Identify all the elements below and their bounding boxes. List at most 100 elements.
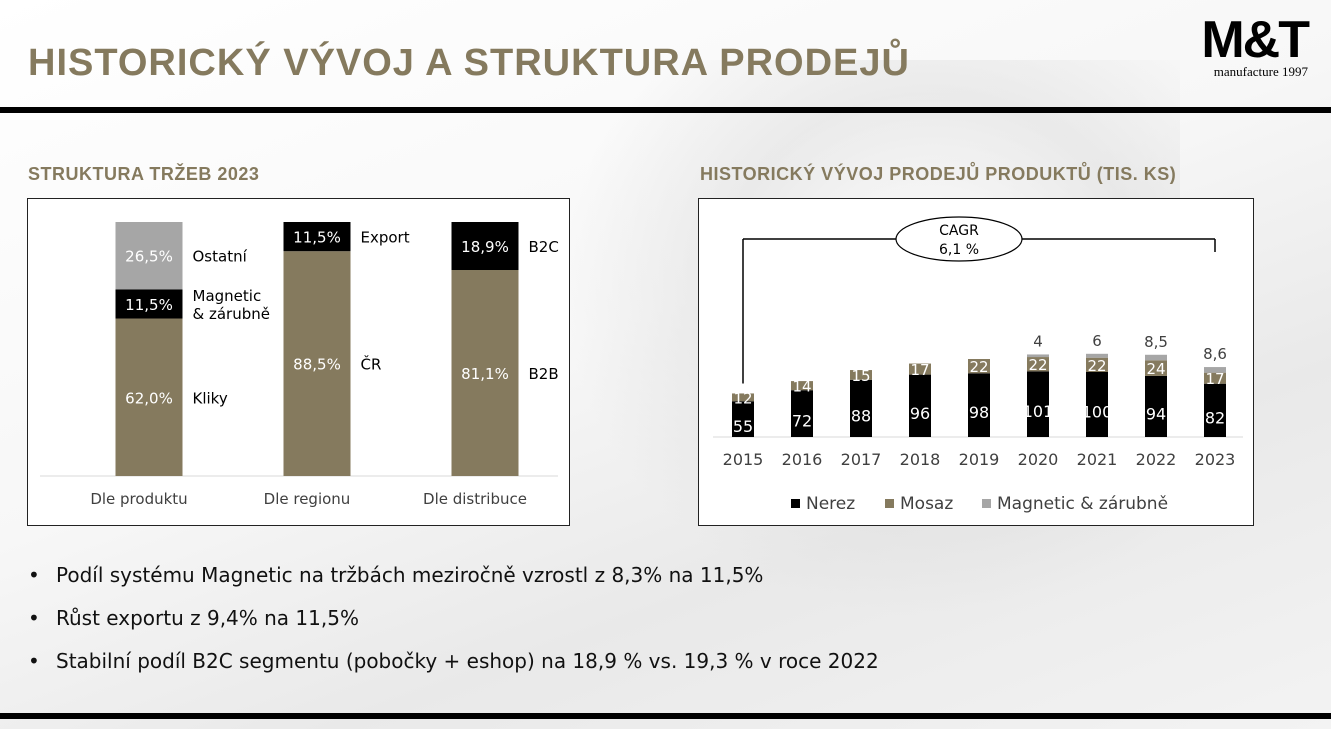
category-label: 2017 (841, 450, 882, 469)
data-label: 22 (969, 358, 988, 376)
category-label: 2020 (1018, 450, 1059, 469)
data-label: 81,1% (461, 365, 509, 383)
category-label: 2016 (782, 450, 823, 469)
logo-tagline: manufacture 1997 (1213, 64, 1308, 79)
legend-swatch (982, 499, 991, 508)
data-label: 82 (1205, 408, 1225, 427)
segment-label: ČR (361, 355, 382, 374)
bar-segment (1204, 367, 1226, 373)
data-label: 11,5% (293, 229, 341, 247)
data-label: 14 (792, 378, 811, 396)
data-label: 72 (792, 412, 812, 431)
legend-swatch (885, 499, 894, 508)
key-point: • Stabilní podíl B2C segmentu (pobočky + … (28, 646, 879, 689)
data-label: 22 (1028, 356, 1047, 374)
segment-label: Export (361, 229, 410, 247)
category-label: 2015 (723, 450, 764, 469)
bar-segment (1027, 371, 1049, 437)
data-label: 18,9% (461, 238, 509, 256)
bullet-icon: • (28, 606, 40, 630)
category-label: 2022 (1136, 450, 1177, 469)
data-label: 98 (969, 403, 989, 422)
data-label: 22 (1087, 357, 1106, 375)
bar-segment (909, 374, 931, 437)
data-label: 24 (1146, 360, 1165, 378)
page-title: HISTORICKÝ VÝVOJ A STRUKTURA PRODEJŮ (28, 42, 910, 84)
sales-history-chart: 55 12 2015 72 14 2016 88 15 2017 96 17 2018 98 22 2019… (713, 216, 1243, 514)
key-point: • Podíl systému Magnetic na tržbách mezir… (28, 560, 879, 603)
revenue-structure-panel: 62,0% Kliky 11,5% Magnetic & zárubně 26,5% Ost… (27, 198, 570, 526)
legend-label: Magnetic & zárubně (997, 494, 1168, 514)
bar-segment (283, 251, 351, 476)
bar-segment (115, 318, 183, 476)
data-label: 94 (1146, 404, 1166, 423)
bar-segment (1145, 360, 1167, 376)
data-label: 11,5% (125, 296, 173, 314)
logo-mark: M&T (1201, 11, 1310, 69)
data-label: 88 (851, 406, 871, 425)
bar-segment (909, 363, 931, 375)
bar-segment (451, 270, 519, 476)
revenue-structure-chart: 62,0% Kliky 11,5% Magnetic& zárubně 26,5% Ost… (40, 222, 559, 508)
key-point-text: Podíl systému Magnetic na tržbách meziro… (56, 563, 764, 587)
bar-segment (732, 401, 754, 437)
segment-label: Magnetic (193, 287, 262, 305)
data-label: 8,5 (1144, 333, 1168, 351)
key-points-list: • Podíl systému Magnetic na tržbách mezir… (28, 560, 879, 689)
bottom-divider (0, 713, 1331, 719)
data-label: 17 (910, 361, 929, 379)
data-label: 17 (1205, 370, 1224, 388)
legend-label: Nerez (806, 494, 855, 514)
segment-label: Ostatní (193, 248, 248, 266)
data-label: 96 (910, 404, 930, 423)
category-label: Dle regionu (264, 490, 351, 508)
key-point: • Růst exportu z 9,4% na 11,5% (28, 603, 879, 646)
bar-segment (1145, 375, 1167, 437)
bar-segment (1086, 353, 1108, 358)
bar-segment (451, 222, 519, 271)
category-label: 2023 (1195, 450, 1236, 469)
right-section-title: HISTORICKÝ VÝVOJ PRODEJŮ PRODUKTŮ (TIS. … (700, 164, 1177, 184)
bar-segment (968, 359, 990, 374)
data-label: 26,5% (125, 248, 173, 266)
category-label: Dle distribuce (423, 490, 527, 508)
segment-label: B2B (529, 365, 559, 383)
data-label: 62,0% (125, 389, 173, 407)
data-label: 6 (1092, 332, 1102, 350)
bar-segment (1145, 354, 1167, 361)
bar-segment (115, 222, 183, 290)
data-label: 12 (733, 389, 752, 407)
data-label: 101 (1023, 402, 1054, 421)
sales-history-panel: 55 12 2015 72 14 2016 88 15 2017 96 17 2018 98 22 2019… (698, 198, 1254, 526)
segment-label: Kliky (193, 389, 228, 407)
bar-segment (968, 373, 990, 437)
cagr-bubble (895, 216, 1023, 262)
bar-segment (283, 222, 351, 252)
bar-segment (1204, 372, 1226, 384)
category-label: 2019 (959, 450, 1000, 469)
left-section-title: STRUKTURA TRŽEB 2023 (28, 164, 260, 184)
category-label: Dle produktu (90, 490, 187, 508)
category-label: 2018 (900, 450, 941, 469)
bar-segment (1204, 383, 1226, 437)
company-logo: M&T manufacture 1997 (1176, 11, 1310, 80)
data-label: 88,5% (293, 356, 341, 374)
bar-segment (1086, 372, 1108, 437)
top-divider (0, 107, 1331, 113)
bar-segment (1027, 354, 1049, 358)
cagr-label: CAGR (939, 223, 979, 239)
legend-swatch (791, 499, 800, 508)
data-label: 100 (1082, 403, 1113, 422)
segment-label: & zárubně (193, 305, 270, 323)
key-point-text: Růst exportu z 9,4% na 11,5% (56, 606, 359, 630)
legend-label: Mosaz (900, 494, 953, 514)
bar-segment (115, 289, 183, 319)
bar-segment (791, 381, 813, 391)
bar-segment (1027, 357, 1049, 372)
data-label: 15 (851, 367, 870, 385)
key-point-text: Stabilní podíl B2C segmentu (pobočky + e… (56, 649, 879, 673)
bar-segment (850, 379, 872, 437)
bar-segment (732, 393, 754, 402)
category-label: 2021 (1077, 450, 1118, 469)
data-label: 4 (1033, 332, 1043, 350)
